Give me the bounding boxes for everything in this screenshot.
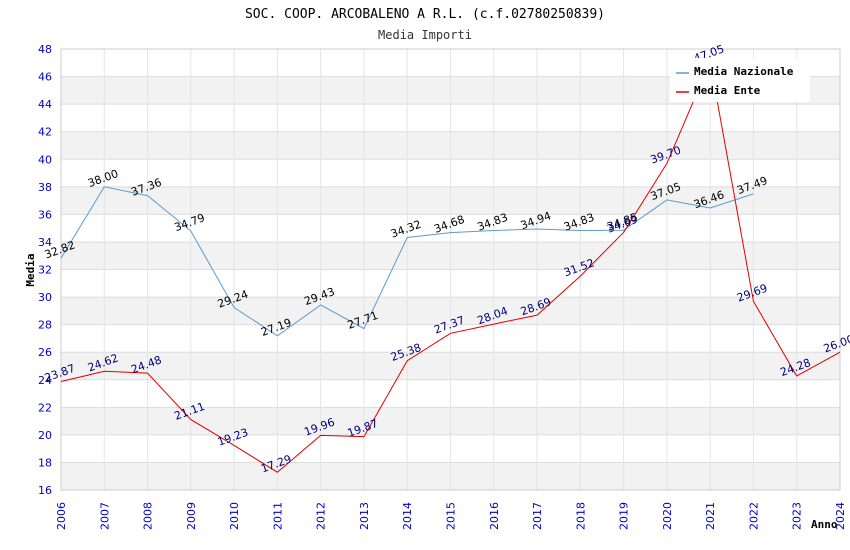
x-tick-label: 2022 — [747, 502, 760, 530]
x-tick-label: 2017 — [531, 502, 544, 530]
y-tick-label: 40 — [38, 153, 52, 166]
x-tick-label: 2024 — [834, 502, 847, 530]
chart-title: SOC. COOP. ARCOBALENO A R.L. (c.f.027802… — [245, 7, 605, 22]
y-tick-label: 32 — [38, 264, 52, 277]
y-tick-label: 34 — [38, 236, 52, 249]
x-tick-label: 2006 — [55, 502, 68, 530]
x-tick-label: 2016 — [488, 502, 501, 530]
y-tick-label: 48 — [38, 43, 52, 56]
x-tick-label: 2008 — [142, 502, 155, 530]
x-tick-label: 2020 — [661, 502, 674, 530]
y-tick-label: 30 — [38, 291, 52, 304]
x-tick-label: 2009 — [185, 502, 198, 530]
x-tick-label: 2019 — [618, 502, 631, 530]
y-tick-label: 22 — [38, 401, 52, 414]
y-tick-label: 24 — [38, 374, 52, 387]
x-tick-label: 2023 — [791, 502, 804, 530]
y-tick-labels: 16 18 20 22 24 26 28 30 32 34 36 38 40 42 44 46 48 — [38, 43, 52, 497]
legend-label-media-nazionale: Media Nazionale — [694, 65, 794, 78]
y-tick-label: 16 — [38, 484, 52, 497]
x-tick-label: 2015 — [445, 502, 458, 530]
y-tick-label: 26 — [38, 346, 52, 359]
series-line-media-nazionale — [60, 186, 754, 337]
x-tick-label: 2021 — [704, 502, 717, 530]
x-tick-label: 2013 — [358, 502, 371, 530]
y-axis-label: Media — [24, 253, 37, 286]
x-tick-label: 2014 — [401, 502, 414, 530]
y-tick-label: 28 — [38, 319, 52, 332]
x-tick-label: 2010 — [228, 502, 241, 530]
legend-label-media-ente: Media Ente — [694, 84, 761, 97]
legend: Media Nazionale Media Ente — [670, 58, 810, 102]
x-axis-label: Anno — [811, 518, 838, 531]
x-tick-label: 2018 — [574, 502, 587, 530]
x-tick-label: 2011 — [271, 502, 284, 530]
y-tick-label: 36 — [38, 208, 52, 221]
y-tick-label: 42 — [38, 126, 52, 139]
y-tick-label: 44 — [38, 98, 52, 111]
y-tick-label: 20 — [38, 429, 52, 442]
legend-background — [670, 58, 810, 102]
chart-subtitle: Media Importi — [378, 28, 472, 42]
x-tick-labels: 2006 2007 2008 2009 2010 2011 2012 2013 2014 2015… — [55, 502, 847, 530]
y-tick-label: 18 — [38, 456, 52, 469]
x-tick-label: 2007 — [98, 502, 111, 530]
x-tick-label: 2012 — [315, 502, 328, 530]
y-tick-label: 46 — [38, 71, 52, 84]
plot-border — [60, 48, 841, 491]
y-tick-label: 38 — [38, 181, 52, 194]
